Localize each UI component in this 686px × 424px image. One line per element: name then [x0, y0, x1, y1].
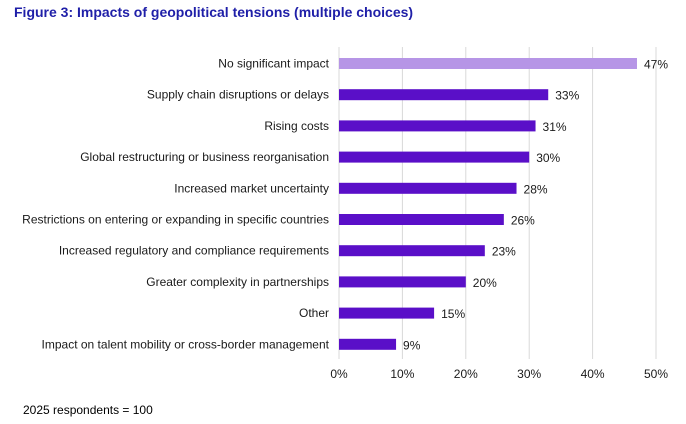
- value-label: 30%: [536, 151, 560, 165]
- category-labels: No significant impact Supply chain disrup…: [22, 57, 330, 352]
- bar: [339, 245, 485, 257]
- category-label: Impact on talent mobility or cross-borde…: [42, 337, 330, 351]
- bar: [339, 276, 466, 288]
- bar: [339, 89, 549, 101]
- value-label: 47%: [644, 58, 668, 72]
- bar: [339, 151, 530, 163]
- value-label: 26%: [511, 214, 535, 228]
- chart-title: Figure 3: Impacts of geopolitical tensio…: [14, 4, 414, 20]
- gridlines: [338, 47, 657, 359]
- category-label: Increased market uncertainty: [174, 181, 329, 195]
- category-label: No significant impact: [218, 57, 329, 71]
- x-tick-label: 10%: [390, 367, 414, 381]
- value-label: 33%: [555, 89, 579, 103]
- x-tick-label: 20%: [454, 367, 478, 381]
- bar: [339, 182, 517, 194]
- category-label: Supply chain disruptions or delays: [147, 88, 329, 102]
- value-label: 20%: [473, 276, 497, 290]
- category-label: Greater complexity in partnerships: [146, 275, 329, 289]
- x-tick-label: 0%: [330, 367, 348, 381]
- value-label: 28%: [524, 182, 548, 196]
- value-label: 31%: [543, 120, 567, 134]
- category-label: Increased regulatory and compliance requ…: [59, 244, 329, 258]
- value-label: 9%: [403, 338, 421, 352]
- respondents-note: 2025 respondents = 100: [23, 403, 153, 417]
- bar: [339, 214, 504, 225]
- category-label: Restrictions on entering or expanding in…: [22, 213, 329, 227]
- category-label: Other: [299, 306, 329, 320]
- value-label: 23%: [492, 245, 516, 259]
- bar: [339, 120, 536, 132]
- category-label: Global restructuring or business reorgan…: [80, 150, 329, 164]
- bar: [339, 307, 435, 319]
- x-tick-label: 50%: [644, 367, 668, 381]
- bar: [339, 58, 637, 69]
- category-label: Rising costs: [264, 119, 329, 133]
- bars: [339, 58, 637, 350]
- x-tick-label: 40%: [581, 367, 605, 381]
- value-labels: 47% 33% 31% 30% 28% 26% 23% 20% 15% 9%: [403, 58, 668, 353]
- value-label: 15%: [441, 307, 465, 321]
- x-tick-label: 30%: [517, 367, 541, 381]
- x-axis-ticks: 0% 10% 20% 30% 40% 50%: [330, 367, 668, 381]
- bar: [339, 338, 397, 350]
